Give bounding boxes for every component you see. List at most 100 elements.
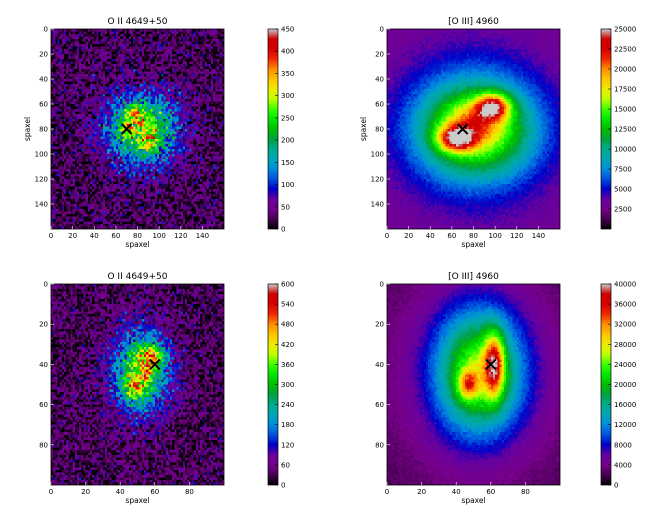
colorbar-tick-label: 540	[281, 301, 294, 309]
x-tick-label: 60	[111, 232, 120, 240]
x-tick-label: 120	[510, 232, 523, 240]
chart-title: [O III] 4960	[448, 17, 499, 27]
colorbar-tick-label: 24000	[614, 361, 636, 369]
colorbar-tick-label: 360	[281, 361, 294, 369]
colorbar-tick-label: 120	[281, 441, 294, 449]
x-tick-label: 40	[90, 232, 99, 240]
position-marker	[120, 123, 133, 135]
y-tick-label: 60	[39, 401, 48, 409]
colorbar-tick-label: 100	[281, 181, 294, 189]
y-tick-label: 80	[39, 441, 48, 449]
colorbar-tick-label: 20000	[614, 381, 636, 389]
y-tick-label: 40	[39, 76, 48, 84]
colorbar-tick-label: 10000	[614, 146, 636, 154]
colorbar-tick-label: 20000	[614, 66, 636, 74]
x-tick-label: 80	[133, 232, 142, 240]
colorbar-tick-label: 50	[281, 203, 290, 211]
y-tick-label: 40	[39, 361, 48, 369]
colorbar-tick-label: 12500	[614, 126, 636, 134]
colorbar-tick-label: 7500	[614, 166, 632, 174]
x-tick-label: 0	[49, 232, 53, 240]
colorbar-tick-label: 200	[281, 137, 294, 145]
x-tick-label: 100	[488, 232, 501, 240]
y-tick-label: 0	[380, 281, 384, 289]
colorbar-tick-label: 4000	[614, 461, 632, 469]
y-tick-label: 100	[371, 151, 384, 159]
position-marker	[456, 123, 469, 135]
x-tick-label: 40	[452, 488, 461, 496]
heatmap-image	[51, 29, 224, 229]
x-tick-label: 140	[196, 232, 209, 240]
marker-stroke	[485, 358, 497, 371]
y-tick-label: 120	[35, 176, 48, 184]
panel-1: O II 4649+50 0 20 40 60 80 100 120 140 0 20 40 60 80 1…	[23, 17, 294, 249]
y-tick-label: 140	[35, 201, 48, 209]
panel-3: O II 4649+50 0 20 40 60 80 0 20 40 60 80 spaxel 0 60 1…	[39, 272, 294, 505]
colorbar-tick-label: 32000	[614, 321, 636, 329]
marker-stroke	[456, 123, 469, 135]
x-tick-label: 80	[185, 488, 194, 496]
plot-frame	[50, 283, 225, 486]
y-tick-label: 0	[380, 26, 384, 34]
y-tick-label: 80	[375, 126, 384, 134]
y-tick-label: 140	[371, 201, 384, 209]
colorbar-tick-label: 15000	[614, 106, 636, 114]
y-tick-label: 80	[39, 126, 48, 134]
colorbar: 0 60 120 180 240 300 360 420 480 540 600	[267, 281, 294, 490]
colorbar-tick-label: 12000	[614, 421, 636, 429]
plot-frame	[386, 283, 561, 486]
y-tick-label: 60	[375, 401, 384, 409]
y-tick-label: 0	[44, 281, 48, 289]
marker-stroke	[149, 358, 161, 371]
y-axis-label: spaxel	[23, 117, 32, 141]
y-axis-label: spaxel	[359, 117, 368, 141]
panel-2: [O III] 4960 0 20 40 60 80 100 120 140 0 20 40 60 80 1…	[359, 17, 636, 249]
colorbar-tick-label: 17500	[614, 86, 636, 94]
colorbar-tick-label: 60	[281, 461, 290, 469]
x-tick-label: 0	[49, 488, 53, 496]
x-axis-label: spaxel	[125, 240, 149, 249]
colorbar-tick-label: 600	[281, 281, 294, 289]
colorbar-tick-label: 400	[281, 48, 294, 56]
x-tick-label: 80	[469, 232, 478, 240]
colorbar-tick-label: 300	[281, 92, 294, 100]
heatmap-image	[51, 284, 224, 485]
x-tick-label: 0	[385, 232, 389, 240]
colorbar-scale	[267, 28, 279, 230]
colorbar-tick-label: 22500	[614, 46, 636, 54]
y-tick-label: 60	[39, 101, 48, 109]
position-marker	[149, 358, 161, 371]
colorbar-tick-label: 300	[281, 381, 294, 389]
x-tick-label: 80	[521, 488, 530, 496]
panel-4: [O III] 4960 0 20 40 60 80 0 20 40 60 80 spaxel 0 400…	[375, 272, 636, 505]
x-tick-label: 60	[150, 488, 159, 496]
heatmap-image	[387, 284, 560, 485]
colorbar-tick-label: 350	[281, 70, 294, 78]
colorbar-tick-label: 2500	[614, 206, 632, 214]
colorbar: 0 50 100 150 200 250 300 350 400 450	[267, 26, 294, 234]
x-tick-label: 40	[426, 232, 435, 240]
colorbar-tick-label: 180	[281, 421, 294, 429]
x-tick-label: 0	[385, 488, 389, 496]
colorbar-tick-label: 40000	[614, 281, 636, 289]
colorbar-tick-label: 0	[281, 226, 285, 234]
colorbar-tick-label: 150	[281, 159, 294, 167]
y-tick-label: 40	[375, 361, 384, 369]
y-tick-label: 20	[375, 51, 384, 59]
chart-title: O II 4649+50	[107, 17, 167, 27]
colorbar: 0 4000 8000 12000 16000 20000 24000 28000 32000 3…	[600, 281, 636, 490]
chart-title: [O III] 4960	[448, 272, 499, 282]
x-tick-label: 60	[486, 488, 495, 496]
x-tick-label: 20	[81, 488, 90, 496]
y-tick-label: 40	[375, 76, 384, 84]
colorbar-tick-label: 5000	[614, 186, 632, 194]
marker-stroke	[120, 123, 133, 135]
colorbar-tick-label: 240	[281, 401, 294, 409]
y-tick-label: 60	[375, 101, 384, 109]
colorbar-tick-label: 480	[281, 321, 294, 329]
y-tick-label: 20	[39, 51, 48, 59]
y-tick-label: 100	[35, 151, 48, 159]
y-tick-label: 20	[375, 321, 384, 329]
x-tick-label: 20	[417, 488, 426, 496]
colorbar-tick-label: 0	[614, 482, 618, 490]
